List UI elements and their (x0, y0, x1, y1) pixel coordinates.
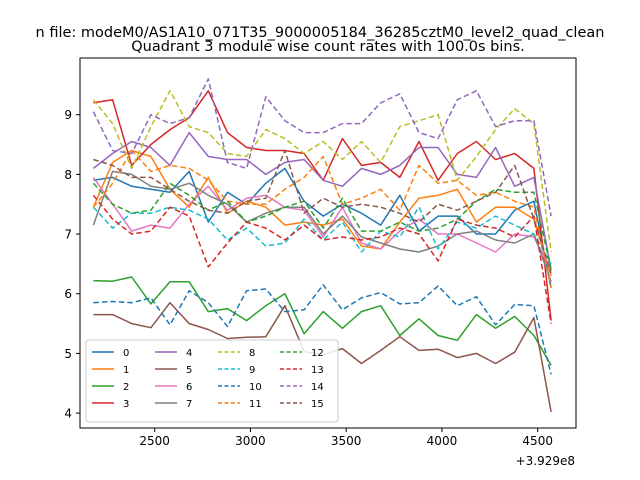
x-tick-label: 4500 (522, 434, 553, 448)
legend-label-11: 11 (249, 399, 262, 410)
legend-label-15: 15 (311, 399, 324, 410)
legend-label-14: 14 (311, 382, 324, 393)
y-tick-label: 9 (64, 108, 72, 122)
x-tick-label: 3500 (331, 434, 362, 448)
legend-label-0: 0 (123, 348, 129, 359)
series-line-4 (92, 131, 552, 271)
legend-label-2: 2 (123, 382, 129, 393)
x-tick-label: 2500 (139, 434, 170, 448)
legend-label-8: 8 (249, 348, 255, 359)
x-axis: 2500 3000 3500 4000 4500 (139, 428, 553, 448)
series-line-9 (92, 206, 552, 265)
legend-label-6: 6 (186, 382, 192, 393)
y-tick-label: 8 (64, 168, 72, 182)
legend-label-5: 5 (186, 365, 192, 376)
x-tick-label: 3000 (235, 434, 266, 448)
chart-title: Quadrant 3 module wise count rates with … (131, 39, 525, 55)
y-tick-label: 6 (64, 287, 72, 301)
x-offset-label: +3.929e8 (516, 454, 575, 468)
series-line-2 (93, 276, 552, 366)
series-line-7 (92, 170, 552, 283)
series-line-12 (92, 182, 552, 271)
legend-label-10: 10 (249, 382, 262, 393)
series-line-8 (92, 90, 552, 253)
legend-label-7: 7 (186, 399, 192, 410)
legend-label-13: 13 (311, 365, 324, 376)
legend-label-9: 9 (249, 365, 255, 376)
figure-suptitle: n file: modeM0/AS1A10_071T35_9000005184_… (36, 25, 605, 41)
legend-label-12: 12 (311, 348, 324, 359)
series-line-6 (92, 176, 552, 271)
legend-box (85, 339, 339, 423)
y-axis: 4 5 6 7 8 9 (64, 108, 80, 421)
series-line-13 (92, 194, 552, 324)
legend-label-1: 1 (123, 365, 129, 376)
y-tick-label: 4 (64, 407, 72, 421)
series-line-10 (93, 284, 552, 375)
y-tick-label: 7 (64, 228, 72, 242)
series-line-11 (92, 149, 552, 288)
series-line-14 (92, 78, 552, 217)
axes-frame (79, 57, 577, 429)
legend-label-3: 3 (123, 399, 129, 410)
legend-label-4: 4 (186, 348, 192, 359)
series-line-0 (93, 167, 552, 288)
x-tick-label: 4000 (427, 434, 458, 448)
y-tick-label: 5 (64, 347, 72, 361)
